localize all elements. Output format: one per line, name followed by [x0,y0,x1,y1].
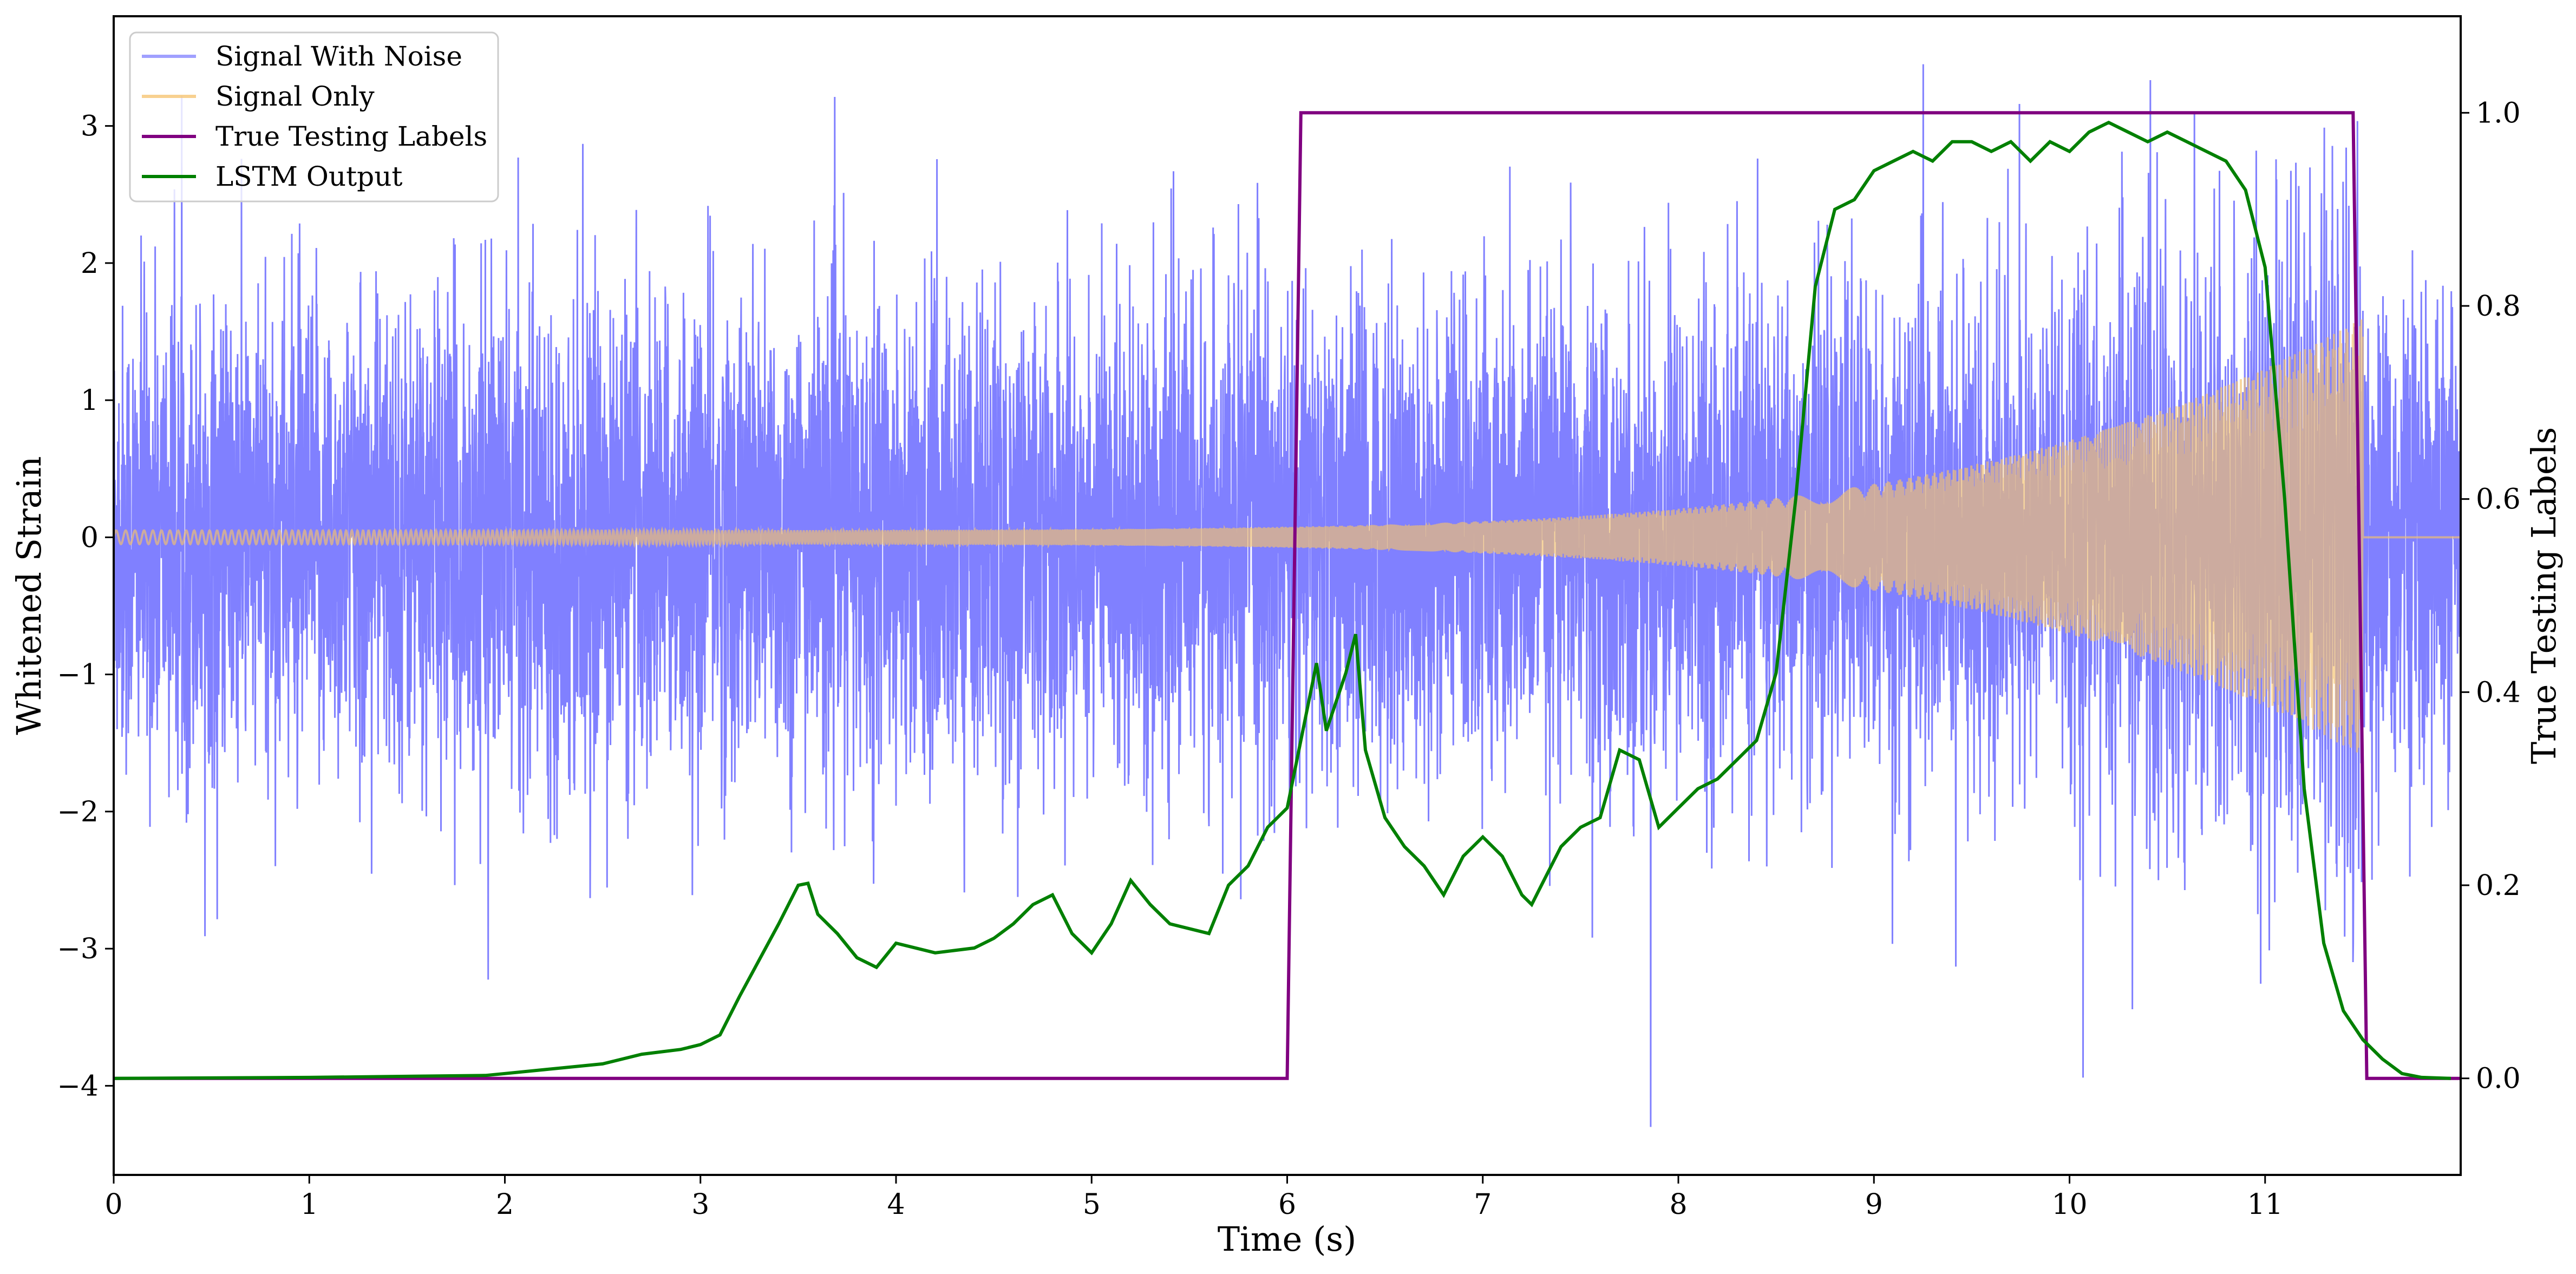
x-tick-label: 5 [1083,1188,1101,1221]
left-tick-label: 1 [81,384,99,417]
right-y-axis: 0.0 0.2 0.4 0.6 0.8 1.0 [2461,97,2521,1095]
lstm-output-series [114,120,2451,1080]
left-tick-label: 0 [81,521,99,554]
left-tick-label: 3 [81,110,99,143]
x-tick-label: 9 [1865,1188,1883,1221]
x-tick-label: 8 [1669,1188,1687,1221]
signal-only-line [114,319,2461,753]
x-tick-label: 4 [887,1188,905,1221]
signal-only-series [114,319,2461,753]
right-tick-label: 0.2 [2476,870,2521,902]
x-tick-label: 0 [104,1188,122,1221]
right-axis-title: True Testing Labels [2524,427,2564,765]
x-tick-label: 2 [496,1188,514,1221]
left-tick-label: −2 [57,796,99,828]
right-tick-label: 0.6 [2476,484,2521,516]
legend-label: True Testing Labels [215,121,487,152]
x-tick-label: 7 [1474,1188,1492,1221]
x-tick-label: 11 [2247,1188,2283,1221]
left-tick-label: −3 [57,933,99,965]
left-tick-label: 2 [81,247,99,280]
x-tick-label: 6 [1278,1188,1296,1221]
legend-label: LSTM Output [215,161,402,192]
legend: Signal With Noise Signal Only True Testing… [129,31,499,202]
x-tick-label: 3 [691,1188,709,1221]
right-tick-label: 1.0 [2476,97,2521,129]
labels-line [114,111,2461,1080]
left-tick-label: −4 [57,1070,99,1102]
left-tick-label: −1 [57,659,99,691]
right-tick-label: 0.0 [2476,1063,2521,1095]
left-y-axis: −4 −3 −2 −1 0 1 2 3 [57,110,114,1102]
x-axis-title: Time (s) [1218,1219,1357,1259]
right-tick-label: 0.4 [2476,676,2521,709]
x-axis: 0 1 2 3 4 5 6 7 8 9 10 11 [104,1175,2283,1221]
left-axis-title: Whitened Strain [9,456,49,735]
lstm-line [114,120,2451,1080]
true-testing-labels-series [114,111,2461,1080]
right-tick-label: 0.8 [2476,290,2521,323]
legend-box [129,31,499,202]
x-tick-label: 10 [2051,1188,2087,1221]
legend-label: Signal With Noise [215,41,462,72]
legend-label: Signal Only [215,81,375,112]
x-tick-label: 1 [300,1188,318,1221]
